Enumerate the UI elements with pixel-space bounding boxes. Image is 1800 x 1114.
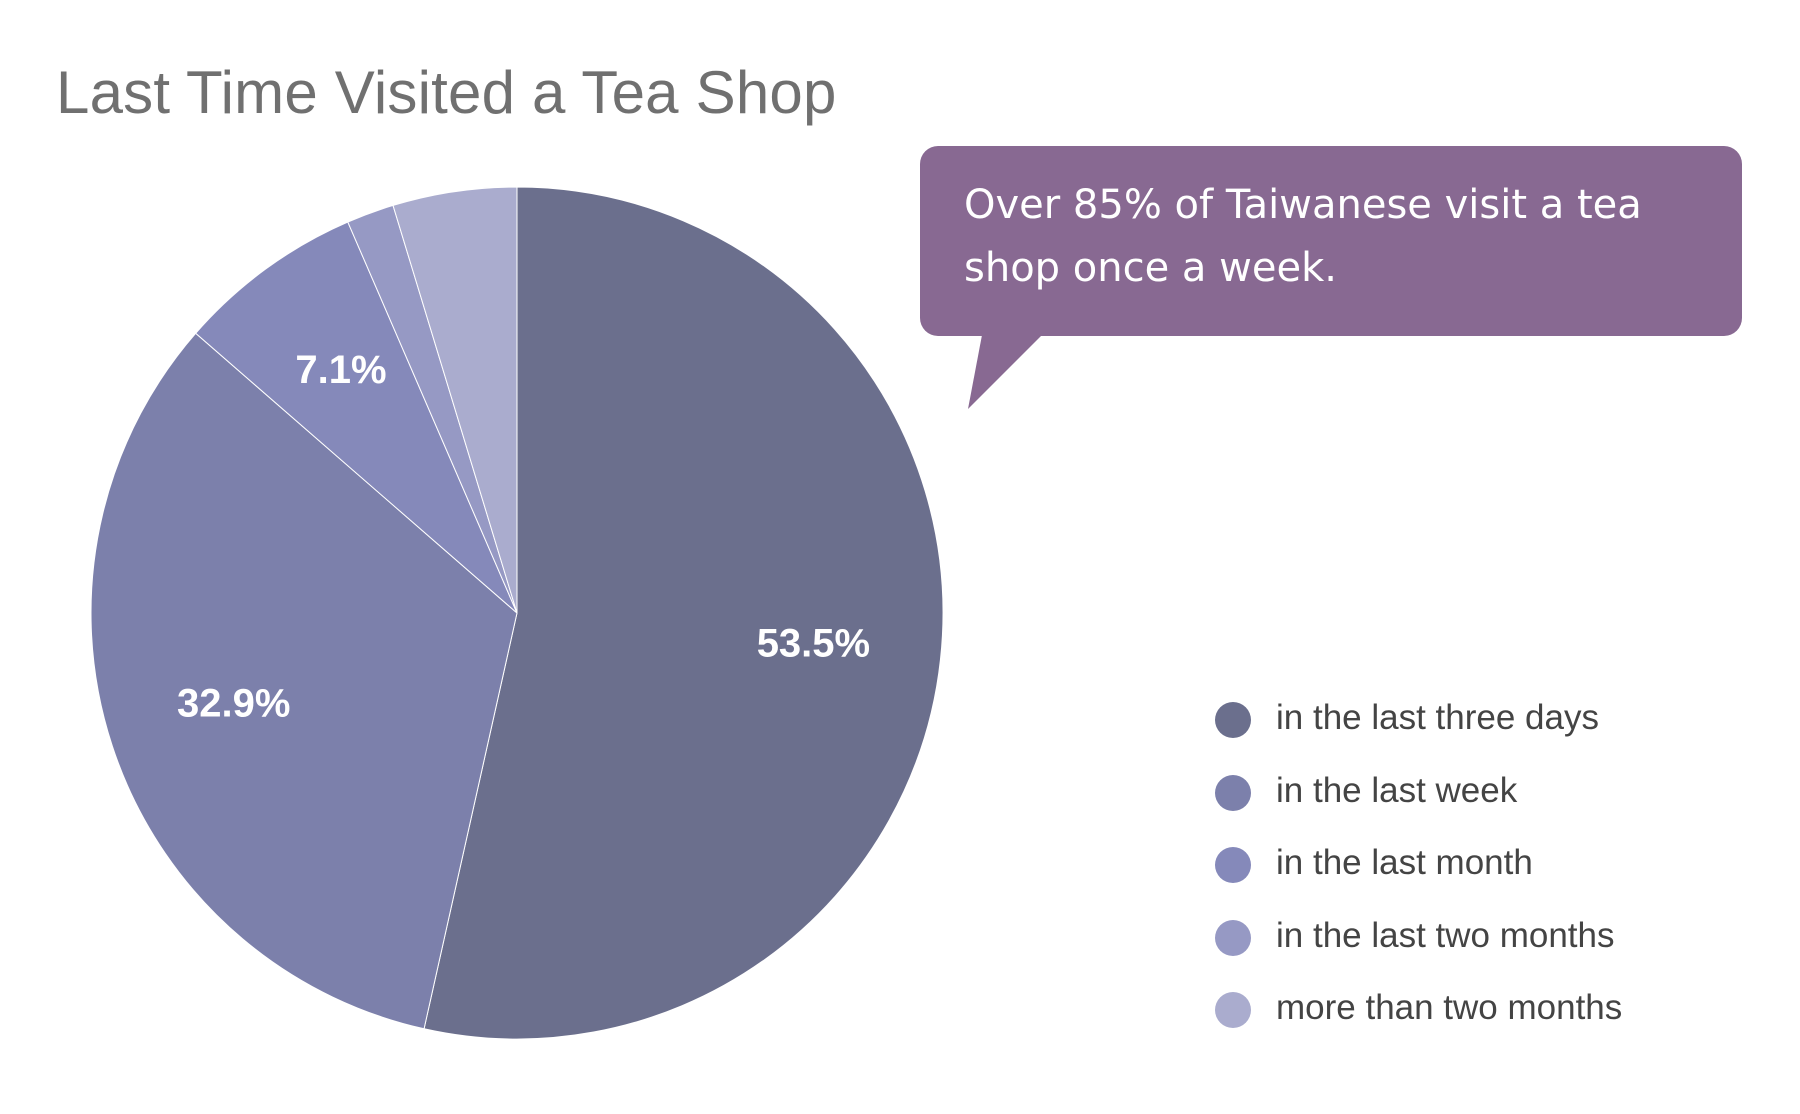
legend-swatch: [1215, 847, 1251, 883]
legend-swatch: [1215, 992, 1251, 1028]
annotation-callout: Over 85% of Taiwanese visit a tea shop o…: [920, 146, 1742, 336]
chart-legend: in the last three days in the last week in…: [1215, 696, 1735, 1059]
legend-label: more than two months: [1276, 988, 1623, 1027]
legend-item: in the last month: [1215, 841, 1735, 914]
legend-swatch: [1215, 702, 1251, 738]
legend-label: in the last three days: [1276, 698, 1599, 737]
slice-data-label: 53.5%: [757, 621, 870, 665]
legend-label: in the last week: [1276, 770, 1518, 810]
pie-slice-1: [423, 186, 944, 1040]
legend-swatch: [1215, 919, 1251, 956]
legend-label: in the last month: [1276, 843, 1533, 882]
legend-item: in the last week: [1215, 769, 1735, 842]
legend-item: in the last two months: [1215, 914, 1735, 987]
pie-slice-5: [392, 186, 518, 614]
chart-title: Last Time Visited a Tea Shop: [56, 59, 837, 126]
pie-slice-3: [194, 221, 518, 614]
pie-data-labels: 53.5% 32.9% 7.1%: [177, 348, 870, 726]
pie-slices: [90, 186, 944, 1040]
slice-data-label: 32.9%: [177, 682, 290, 726]
annotation-text: Over 85% of Taiwanese visit a tea shop o…: [964, 182, 1642, 291]
callout-pointer: [968, 335, 1042, 409]
legend-label: in the last two months: [1276, 915, 1615, 955]
legend-item: in the last three days: [1215, 696, 1735, 769]
pie-slice-2: [90, 332, 518, 1030]
legend-swatch: [1215, 774, 1251, 811]
slice-data-label: 7.1%: [295, 348, 386, 392]
legend-item: more than two months: [1215, 986, 1735, 1059]
